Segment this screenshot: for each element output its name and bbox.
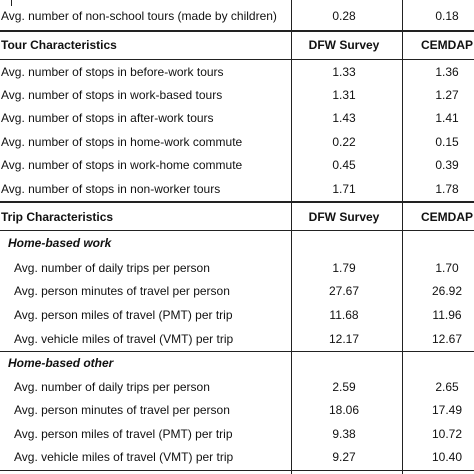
row-label: Avg. number of stops in after-work tours <box>1 111 214 125</box>
cemdap-value: 1.41 <box>435 111 459 125</box>
cemdap-value: 2.65 <box>435 380 459 394</box>
row-label: Avg. person miles of travel (PMT) per tr… <box>14 308 233 322</box>
row-label: Avg. vehicle miles of travel (VMT) per t… <box>14 450 234 464</box>
row-label: Avg. number of daily trips per person <box>14 261 210 275</box>
dfw-value: 1.43 <box>332 111 356 125</box>
row-label: Avg. person minutes of travel per person <box>14 284 230 298</box>
group-divider <box>0 351 474 352</box>
cemdap-value: 1.27 <box>435 88 459 102</box>
row-label: Avg. number of stops in non-worker tours <box>1 182 221 196</box>
section-divider <box>0 201 474 203</box>
cemdap-value: 10.72 <box>431 427 463 441</box>
section-title: Tour Characteristics <box>1 38 117 52</box>
cemdap-value: 1.78 <box>435 182 459 196</box>
dfw-value: 12.17 <box>328 332 360 346</box>
row-label: Avg. number of stops in before-work tour… <box>1 65 224 79</box>
dfw-value: 18.06 <box>328 403 360 417</box>
dfw-value: 0.28 <box>332 9 356 23</box>
cemdap-value: 0.39 <box>435 158 459 172</box>
cemdap-value: 0.18 <box>435 9 459 23</box>
dfw-value: 0.45 <box>332 158 356 172</box>
cemdap-value: 10.40 <box>431 450 463 464</box>
cemdap-value: 12.67 <box>431 332 463 346</box>
dfw-value: 11.68 <box>329 308 359 322</box>
column-divider-left <box>291 0 292 474</box>
row-label: Avg. number of stops in home-work commut… <box>1 135 243 149</box>
group-title-text: Home-based other <box>8 356 114 370</box>
header-underline <box>0 59 474 60</box>
group-title-text: Home-based work <box>8 236 112 250</box>
dfw-value: 2.59 <box>332 380 356 394</box>
row-label: Avg. number of stops in work-home commut… <box>1 158 243 172</box>
row-label: Avg. number of daily trips per person <box>14 380 210 394</box>
header-underline <box>0 230 474 231</box>
dfw-value: 9.38 <box>332 427 356 441</box>
section-divider <box>0 30 474 32</box>
dfw-value: 9.27 <box>332 450 356 464</box>
row-label: Avg. vehicle miles of travel (VMT) per t… <box>14 332 234 346</box>
cemdap-value: 1.70 <box>435 261 459 275</box>
column-header-cemdap: CEMDAP <box>420 38 473 52</box>
dfw-value: 0.22 <box>332 135 356 149</box>
row-label: Avg. number of non-school tours (made by… <box>1 9 277 23</box>
cemdap-value: 11.96 <box>432 308 462 322</box>
top-left-stub <box>11 0 12 6</box>
cemdap-value: 1.36 <box>435 65 459 79</box>
column-divider-right <box>402 0 403 474</box>
cemdap-value: 0.15 <box>435 135 459 149</box>
row-label: Avg. person miles of travel (PMT) per tr… <box>14 427 233 441</box>
section-title: Trip Characteristics <box>1 210 114 224</box>
column-header-dfw: DFW Survey <box>308 38 380 52</box>
bottom-divider <box>0 470 474 471</box>
dfw-value: 1.33 <box>332 65 356 79</box>
row-label: Avg. person minutes of travel per person <box>14 403 230 417</box>
column-header-cemdap: CEMDAP <box>420 210 473 224</box>
dfw-value: 1.79 <box>332 261 356 275</box>
cemdap-value: 26.92 <box>431 284 463 298</box>
row-label: Avg. number of stops in work-based tours <box>1 88 223 102</box>
column-header-dfw: DFW Survey <box>308 210 380 224</box>
dfw-value: 1.71 <box>332 182 356 196</box>
dfw-value: 1.31 <box>332 88 356 102</box>
cemdap-value: 17.49 <box>431 403 463 417</box>
dfw-value: 27.67 <box>328 284 360 298</box>
